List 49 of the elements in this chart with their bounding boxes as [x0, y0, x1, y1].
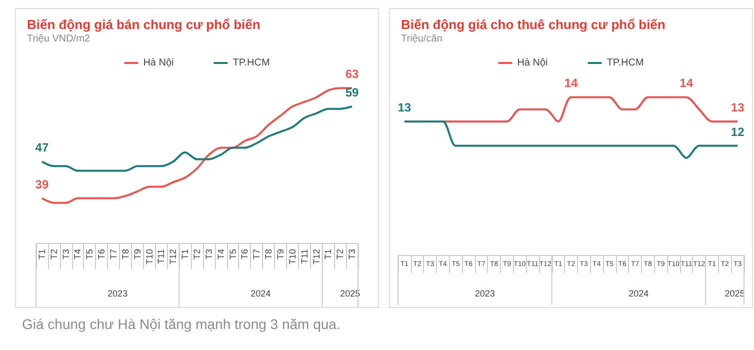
x-tick-label: T10 [287, 249, 298, 265]
x-tick-label: T8 [120, 249, 130, 260]
x-tick-label: T1 [180, 249, 190, 260]
data-label: 14 [680, 76, 694, 90]
x-tick-label: T5 [228, 249, 238, 260]
data-label: 12 [730, 124, 745, 139]
x-tick-label: T1 [36, 249, 47, 260]
text: 2023 [108, 288, 128, 298]
x-tick-label: T3 [60, 249, 71, 260]
x-tick-label: T7 [108, 249, 119, 260]
chart-subtitle: Triệu VND/m2 [27, 34, 90, 44]
chart-title: Biến động giá cho thuê chung cư phổ biến [401, 17, 666, 32]
chart-subtitle: Triệu/căn [401, 34, 442, 44]
chart-title: Biến động giá bán chung cư phổ biến [27, 17, 260, 32]
legend-label: TP.HCM [232, 58, 270, 68]
x-tick-label: T2 [335, 249, 346, 260]
x-tick-label: T3 [204, 249, 214, 260]
x-tick-label: T12 [311, 249, 322, 265]
legend-label: Hà Nội [143, 58, 174, 68]
x-tick-label: T5 [84, 249, 95, 260]
data-label: 14 [564, 76, 578, 90]
x-tick-label: T2 [48, 249, 59, 260]
x-tick-label: T6 [240, 249, 250, 260]
x-tick-label: T6 [96, 249, 107, 260]
text: 2024 [250, 288, 271, 298]
x-tick-label: T11 [156, 249, 166, 264]
x-tick-label: T1 [323, 249, 334, 260]
data-label: 63 [345, 67, 360, 82]
x-tick-label: T9 [132, 249, 142, 260]
x-tick-label: T4 [72, 249, 83, 260]
data-label: 13 [398, 100, 412, 114]
data-label: 39 [35, 177, 49, 192]
text: 2024 [628, 288, 649, 298]
x-tick-label: T7 [252, 249, 262, 260]
x-tick-label: T3 [347, 249, 358, 260]
x-tick-label: T4 [216, 249, 226, 260]
x-tick-label: T12 [168, 249, 178, 265]
text: Giá chung chư Hà Nội tăng mạnh trong 3 năm qua. [22, 316, 340, 332]
x-tick-label: T10 [144, 249, 154, 265]
text: 2023 [474, 288, 495, 298]
x-tick-label: T9 [275, 249, 286, 260]
data-label: 59 [345, 86, 360, 100]
data-label: 13 [730, 100, 745, 114]
x-tick-label: T11 [299, 249, 310, 264]
x-tick-label: T2 [192, 249, 202, 260]
x-tick-label: T8 [264, 249, 274, 260]
data-label: 47 [35, 140, 49, 155]
legend-label: Hà Nội [517, 58, 548, 68]
legend-label: TP.HCM [606, 58, 644, 68]
